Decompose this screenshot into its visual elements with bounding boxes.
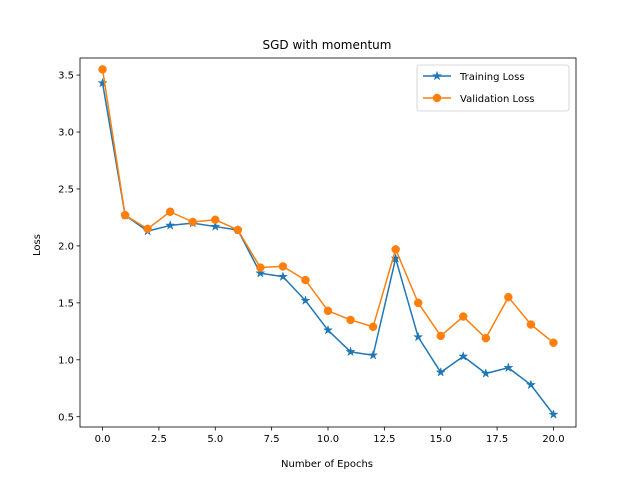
data-point (165, 207, 175, 216)
series-layer (97, 65, 559, 419)
data-point (323, 306, 333, 316)
data-point (435, 366, 446, 377)
data-point (277, 271, 289, 282)
series-training-loss (97, 77, 559, 419)
data-point (120, 210, 130, 220)
data-point (165, 220, 176, 230)
series-validation-loss (98, 65, 558, 347)
data-point (278, 262, 288, 271)
data-point (480, 368, 491, 378)
x-tick-label: 2.5 (151, 434, 167, 445)
data-point (481, 333, 491, 343)
data-point (458, 350, 469, 361)
legend: Training Loss Validation Loss (416, 64, 570, 112)
data-point (504, 292, 513, 302)
data-point (549, 338, 558, 347)
legend-marker (431, 70, 443, 81)
data-point (346, 315, 355, 325)
data-point (256, 263, 265, 272)
y-axis-label: Loss (32, 234, 43, 256)
data-point (255, 267, 266, 278)
x-tick-label: 20.0 (542, 434, 564, 445)
y-axis: 0.5 1.0 1.5 2.0 2.5 3.0 3.5 (58, 71, 80, 423)
y-tick-label: 1.0 (58, 355, 74, 366)
y-tick-label: 2.0 (58, 241, 74, 252)
data-point (391, 245, 400, 254)
x-tick-label: 5.0 (207, 434, 223, 445)
data-point (322, 324, 334, 335)
y-tick-label: 3.5 (58, 71, 74, 82)
data-point (413, 331, 424, 342)
x-tick-label: 10.0 (317, 434, 339, 445)
data-point (459, 312, 468, 321)
legend-label: Training Loss (459, 72, 525, 83)
data-point (211, 215, 220, 224)
data-point (367, 349, 379, 360)
data-point (368, 322, 378, 332)
data-point (233, 225, 243, 235)
data-point (210, 221, 221, 231)
data-point (301, 275, 310, 285)
legend-marker (432, 93, 442, 103)
data-point (413, 298, 423, 308)
data-point (97, 77, 108, 88)
x-tick-label: 12.5 (373, 434, 395, 445)
data-point (98, 65, 107, 74)
legend-label: Validation Loss (460, 94, 535, 105)
chart-title: SGD with momentum (263, 38, 392, 52)
data-point (436, 331, 445, 341)
y-tick-label: 0.5 (58, 412, 74, 423)
x-axis-label: Number of Epochs (281, 459, 373, 470)
y-tick-label: 1.5 (58, 298, 74, 309)
legend-box (416, 64, 570, 112)
data-point (300, 295, 311, 305)
legend-item: Validation Loss (423, 93, 535, 105)
x-tick-label: 17.5 (486, 434, 508, 445)
y-tick-label: 3.0 (58, 128, 74, 139)
data-point (525, 379, 537, 390)
data-point (143, 224, 152, 234)
data-point (345, 346, 356, 357)
x-axis: 0.0 2.5 5.0 7.5 10.0 12.5 15.0 17.5 20.0 (95, 427, 565, 445)
data-point (526, 320, 536, 329)
x-tick-label: 0.0 (95, 434, 111, 445)
x-tick-label: 7.5 (264, 434, 280, 445)
legend-item: Training Loss (423, 70, 525, 83)
data-point (503, 362, 514, 373)
x-tick-label: 15.0 (430, 434, 452, 445)
data-point (188, 217, 197, 227)
y-tick-label: 2.5 (58, 184, 74, 195)
data-point (548, 409, 559, 419)
